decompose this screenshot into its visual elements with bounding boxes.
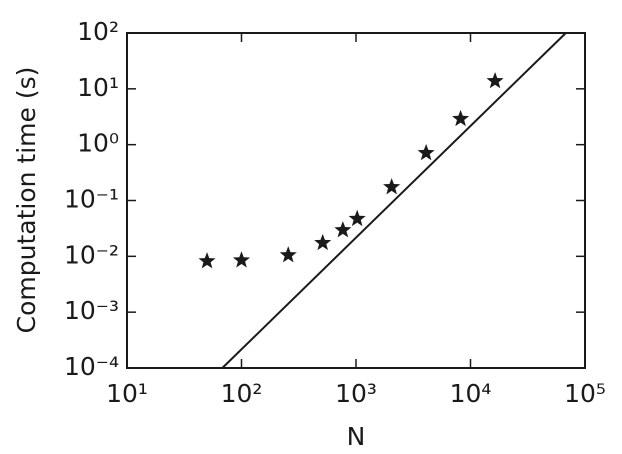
data-point bbox=[198, 252, 216, 269]
y-tick-label: 10² bbox=[77, 17, 119, 46]
x-tick-label: 10¹ bbox=[106, 379, 148, 408]
data-point bbox=[232, 251, 251, 268]
data-point bbox=[486, 72, 504, 89]
plot-frame bbox=[126, 32, 586, 369]
data-point bbox=[334, 221, 352, 238]
x-tick-label: 10⁵ bbox=[564, 379, 606, 408]
data-point bbox=[452, 109, 470, 127]
y-tick-label: 10⁻⁴ bbox=[64, 352, 119, 381]
x-axis-label: N bbox=[347, 422, 366, 451]
y-tick-label: 10⁻³ bbox=[64, 296, 119, 325]
y-tick-label: 10¹ bbox=[77, 73, 119, 102]
data-point bbox=[417, 143, 435, 161]
x-tick-label: 10² bbox=[221, 379, 263, 408]
y-tick-label: 10⁻¹ bbox=[64, 185, 119, 214]
data-point bbox=[348, 209, 366, 227]
x-tick-label: 10⁴ bbox=[450, 379, 492, 408]
data-point bbox=[383, 178, 401, 195]
y-axis-label: Computation time (s) bbox=[12, 67, 41, 334]
x-tick-label: 10³ bbox=[335, 379, 377, 408]
y-tick-label: 10⁰ bbox=[77, 129, 119, 158]
data-point bbox=[314, 233, 332, 251]
fit-line bbox=[221, 32, 567, 369]
data-point bbox=[279, 246, 297, 263]
y-tick-label: 10⁻² bbox=[64, 240, 119, 269]
